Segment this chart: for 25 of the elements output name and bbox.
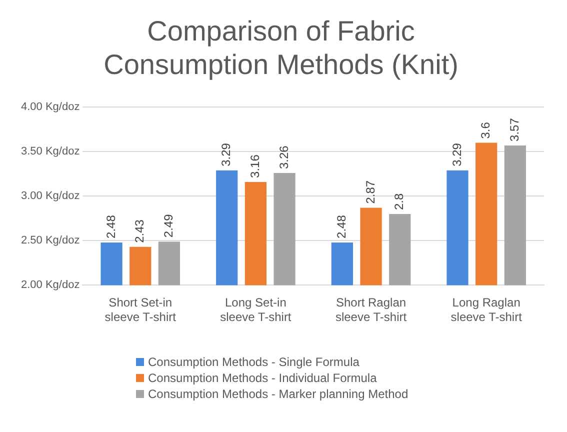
x-tick-label: Short Raglan sleeve T-shirt — [335, 296, 408, 324]
data-label: 3.29 — [450, 142, 464, 166]
legend-label: Consumption Methods - Individual Formula — [148, 370, 377, 386]
data-label: 2.43 — [132, 219, 147, 243]
legend-label: Consumption Methods - Single Formula — [148, 354, 360, 370]
data-label: 2.8 — [392, 192, 406, 210]
data-label: 3.6 — [478, 122, 493, 139]
data-label: 2.49 — [162, 214, 176, 238]
x-tick-label: Long Set-in sleeve T-shirt — [220, 296, 292, 324]
legend-label: Consumption Methods - Marker planning Method — [148, 386, 408, 402]
data-label: 3.26 — [276, 145, 291, 170]
data-label: 3.16 — [248, 154, 262, 178]
y-tick-label: 4.00 Kg/doz — [20, 101, 80, 114]
data-label: 2.48 — [104, 214, 118, 238]
y-tick-label: 2.50 Kg/doz — [20, 234, 80, 247]
data-label: 3.29 — [219, 142, 234, 166]
data-label: 2.87 — [363, 180, 378, 204]
y-tick-label: 3.50 Kg/doz — [20, 146, 80, 158]
x-tick-label: Short Set-in sleeve T-shirt — [104, 296, 177, 324]
chart-title: Comparison of Fabric Consumption Methods (Knit) — [104, 16, 458, 80]
y-tick-label: 3.00 Kg/doz — [20, 190, 80, 202]
data-label: 2.48 — [334, 214, 348, 238]
x-tick-label: Long Raglan sleeve T-shirt — [450, 296, 523, 324]
y-tick-label: 2.00 Kg/doz — [20, 279, 80, 292]
data-label: 3.57 — [507, 118, 522, 142]
